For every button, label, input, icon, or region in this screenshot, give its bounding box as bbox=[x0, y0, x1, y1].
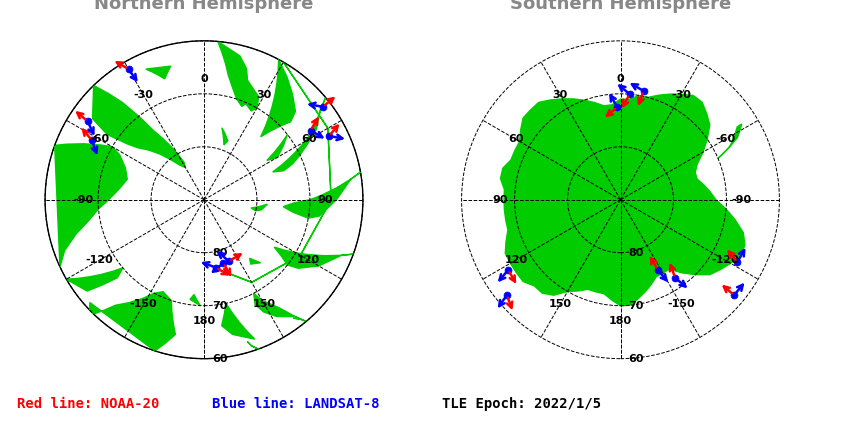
Polygon shape bbox=[275, 247, 354, 268]
Polygon shape bbox=[261, 60, 296, 137]
Title: Northern Hemisphere: Northern Hemisphere bbox=[94, 0, 314, 13]
Text: -120: -120 bbox=[711, 255, 739, 265]
Circle shape bbox=[462, 41, 779, 359]
Text: Blue line: LANDSAT-8: Blue line: LANDSAT-8 bbox=[212, 397, 380, 411]
Polygon shape bbox=[267, 135, 287, 161]
Circle shape bbox=[45, 41, 363, 359]
Polygon shape bbox=[90, 292, 175, 351]
Text: 60: 60 bbox=[212, 354, 228, 364]
Polygon shape bbox=[146, 66, 171, 79]
Text: 0: 0 bbox=[617, 74, 624, 84]
Text: 30: 30 bbox=[552, 90, 568, 100]
Text: -60: -60 bbox=[715, 134, 735, 145]
Polygon shape bbox=[251, 204, 268, 211]
Polygon shape bbox=[222, 303, 255, 339]
Text: TLE Epoch: 2022/1/5: TLE Epoch: 2022/1/5 bbox=[442, 397, 601, 411]
Polygon shape bbox=[66, 268, 123, 291]
Polygon shape bbox=[218, 42, 247, 106]
Text: 120: 120 bbox=[504, 255, 528, 265]
Polygon shape bbox=[254, 293, 306, 321]
Polygon shape bbox=[247, 342, 258, 349]
Text: 0: 0 bbox=[201, 74, 207, 84]
Text: 60: 60 bbox=[628, 354, 644, 364]
Text: 60: 60 bbox=[301, 134, 316, 145]
Text: 150: 150 bbox=[548, 299, 571, 309]
Text: 90: 90 bbox=[492, 195, 507, 205]
Text: 150: 150 bbox=[253, 299, 276, 309]
Polygon shape bbox=[250, 258, 261, 264]
Title: Southern Hemisphere: Southern Hemisphere bbox=[510, 0, 731, 13]
Text: 70: 70 bbox=[628, 301, 643, 311]
Text: Red line: NOAA-20: Red line: NOAA-20 bbox=[17, 397, 159, 411]
Text: -120: -120 bbox=[86, 255, 113, 265]
Text: -150: -150 bbox=[667, 299, 694, 309]
Text: 80: 80 bbox=[212, 248, 227, 258]
Polygon shape bbox=[190, 295, 201, 306]
Text: -60: -60 bbox=[89, 134, 110, 145]
Polygon shape bbox=[293, 318, 306, 321]
Text: 80: 80 bbox=[628, 248, 643, 258]
Polygon shape bbox=[283, 172, 360, 218]
Text: 70: 70 bbox=[212, 301, 227, 311]
Polygon shape bbox=[273, 98, 326, 172]
Text: 30: 30 bbox=[257, 90, 272, 100]
Text: 60: 60 bbox=[508, 134, 524, 145]
Text: -30: -30 bbox=[133, 90, 154, 100]
Polygon shape bbox=[236, 71, 258, 111]
Text: 90: 90 bbox=[317, 195, 332, 205]
Polygon shape bbox=[54, 144, 128, 267]
Polygon shape bbox=[231, 62, 332, 282]
Polygon shape bbox=[93, 85, 185, 167]
Text: 180: 180 bbox=[192, 315, 216, 326]
Text: 180: 180 bbox=[609, 315, 632, 326]
Text: -90: -90 bbox=[73, 195, 94, 205]
Text: 120: 120 bbox=[297, 255, 320, 265]
Text: -90: -90 bbox=[731, 195, 751, 205]
Polygon shape bbox=[718, 124, 742, 159]
Text: -150: -150 bbox=[130, 299, 157, 309]
Text: -30: -30 bbox=[671, 90, 691, 100]
Polygon shape bbox=[501, 94, 745, 306]
Polygon shape bbox=[222, 128, 228, 145]
